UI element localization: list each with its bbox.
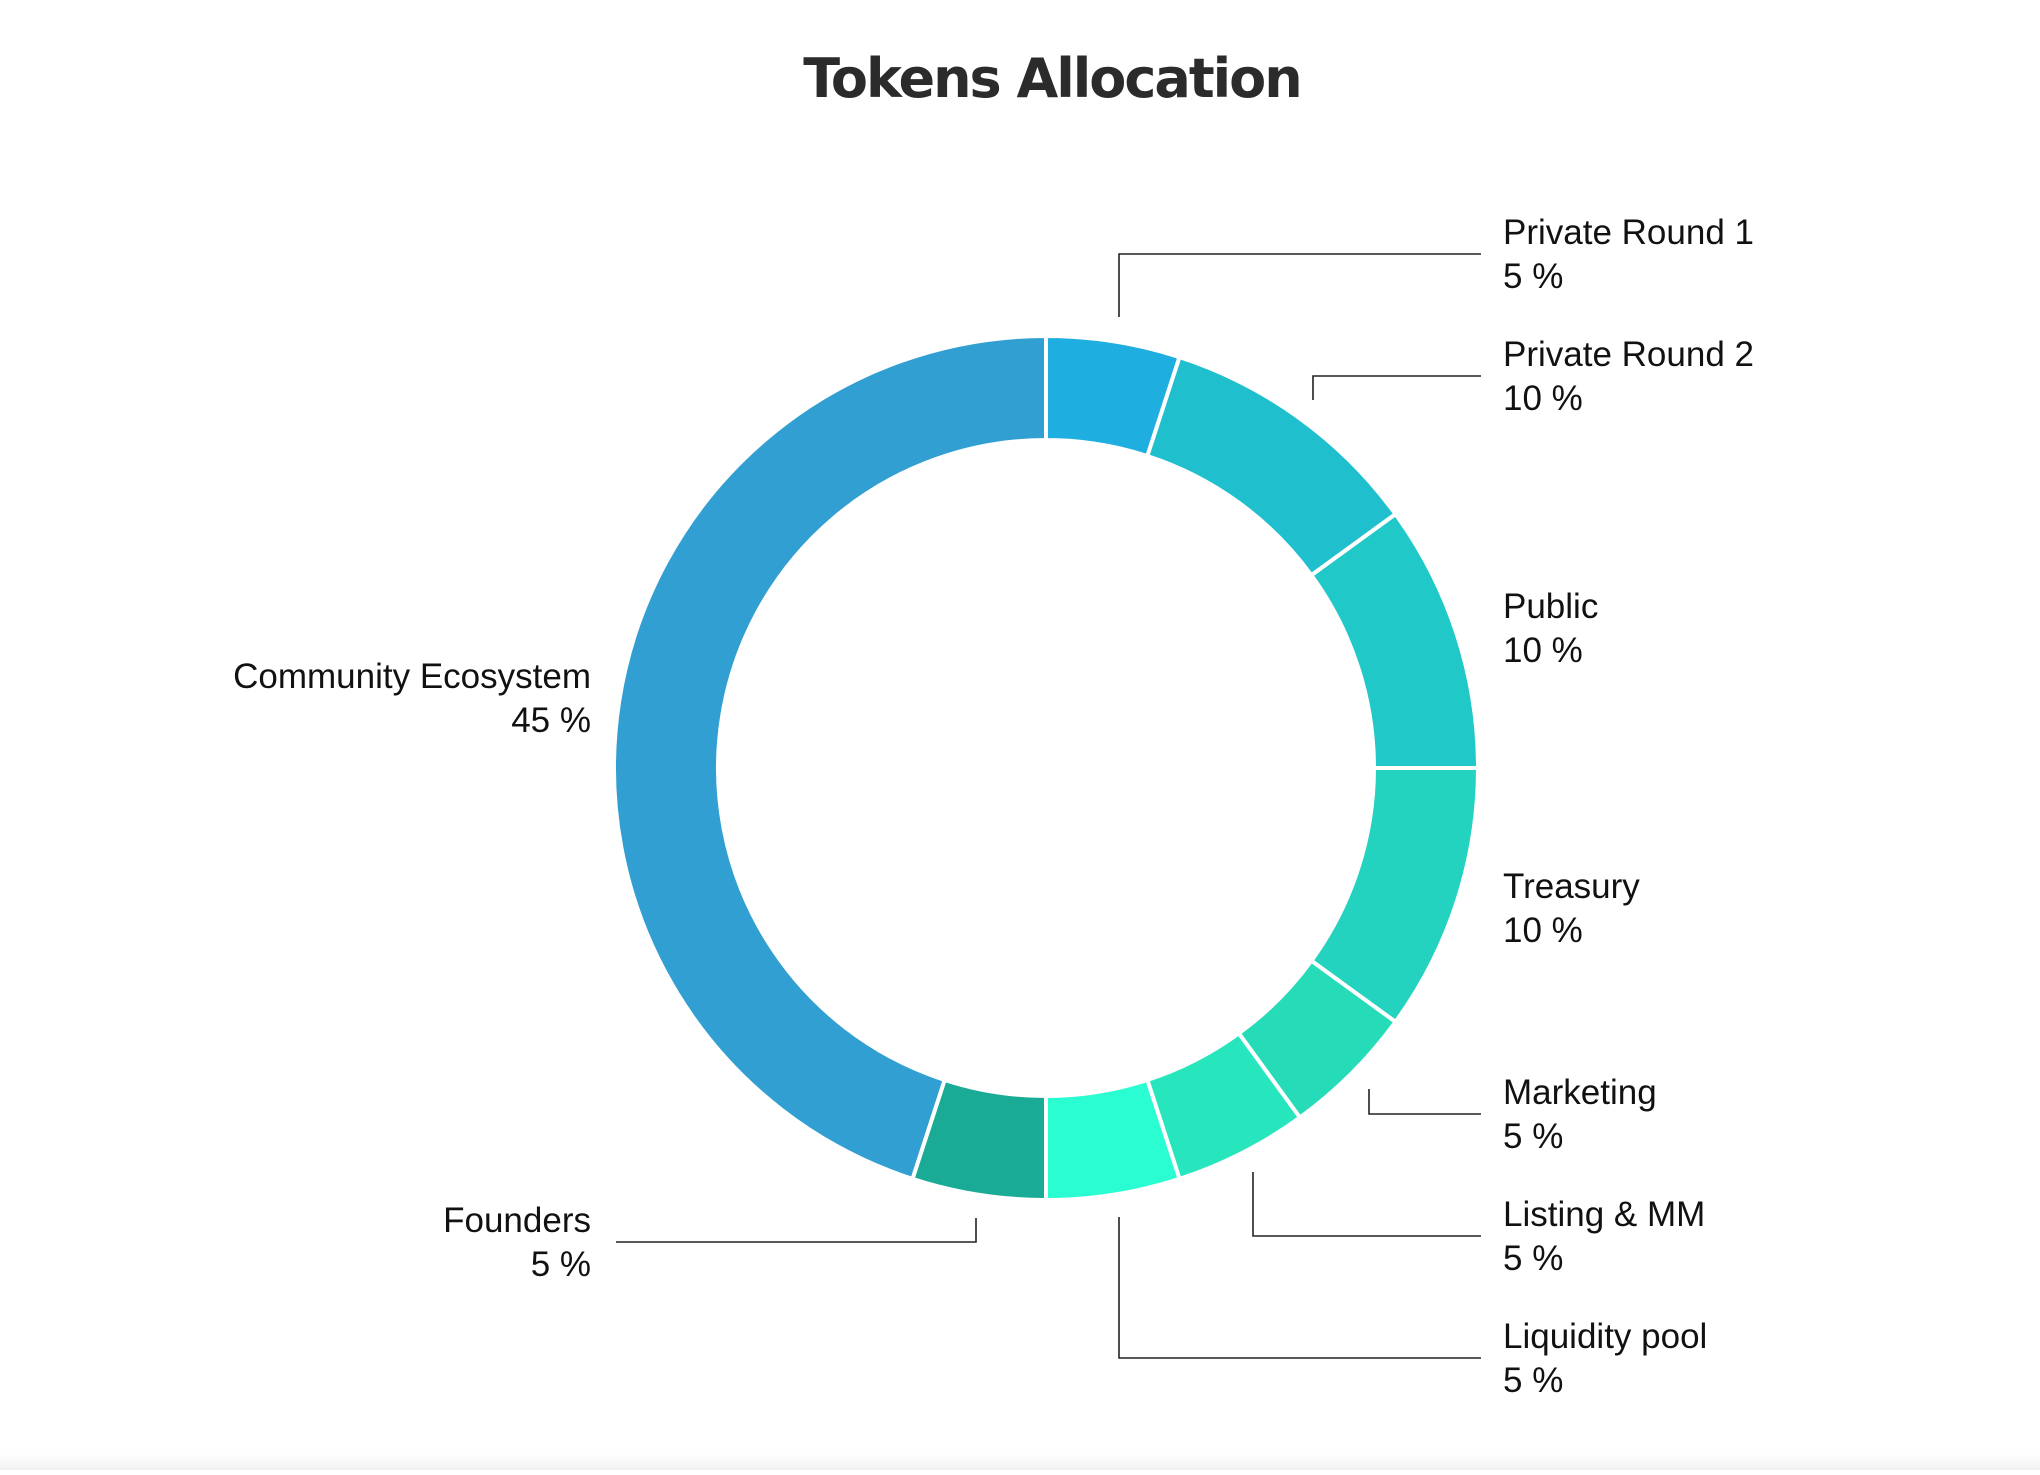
bottom-edge-shadow: [0, 1454, 2040, 1470]
slice-value-private-round-2: 10 %: [1503, 379, 1583, 418]
leader-line-private-round-1: [1118, 253, 1481, 317]
leader-line-listing-and-mm: [1252, 1172, 1481, 1237]
chart-title: Tokens Allocation: [803, 47, 1300, 110]
slice-value-liquidity-pool: 5 %: [1503, 1361, 1563, 1400]
slice-value-community-ecosystem: 45 %: [511, 701, 591, 740]
slice-value-private-round-1: 5 %: [1503, 257, 1563, 296]
leader-line-liquidity-pool: [1118, 1217, 1481, 1359]
slice-value-listing-and-mm: 5 %: [1503, 1239, 1563, 1278]
slice-label-private-round-2: Private Round 2: [1503, 335, 1754, 374]
slice-label-private-round-1: Private Round 1: [1503, 213, 1754, 252]
slice-label-public: Public: [1503, 587, 1598, 626]
slice-label-treasury: Treasury: [1503, 867, 1640, 906]
slice-value-public: 10 %: [1503, 631, 1583, 670]
slice-community-ecosystem[interactable]: [612, 333, 1048, 1182]
donut-slices: [612, 333, 1481, 1203]
leader-line-founders: [616, 1218, 977, 1243]
slice-label-community-ecosystem: Community Ecosystem: [233, 657, 591, 696]
slice-label-marketing: Marketing: [1503, 1073, 1657, 1112]
leader-line-private-round-2: [1312, 375, 1481, 400]
leader-lines: [616, 253, 1481, 1359]
slice-value-treasury: 10 %: [1503, 911, 1583, 950]
slice-value-founders: 5 %: [531, 1245, 591, 1284]
slice-label-liquidity-pool: Liquidity pool: [1503, 1317, 1707, 1356]
leader-line-marketing: [1368, 1089, 1481, 1115]
slice-label-founders: Founders: [443, 1201, 591, 1240]
slice-value-marketing: 5 %: [1503, 1117, 1563, 1156]
slice-labels: Private Round 1 5 % Private Round 2 10 % Pub…: [233, 213, 1754, 1400]
slice-label-listing-and-mm: Listing & MM: [1503, 1195, 1705, 1234]
